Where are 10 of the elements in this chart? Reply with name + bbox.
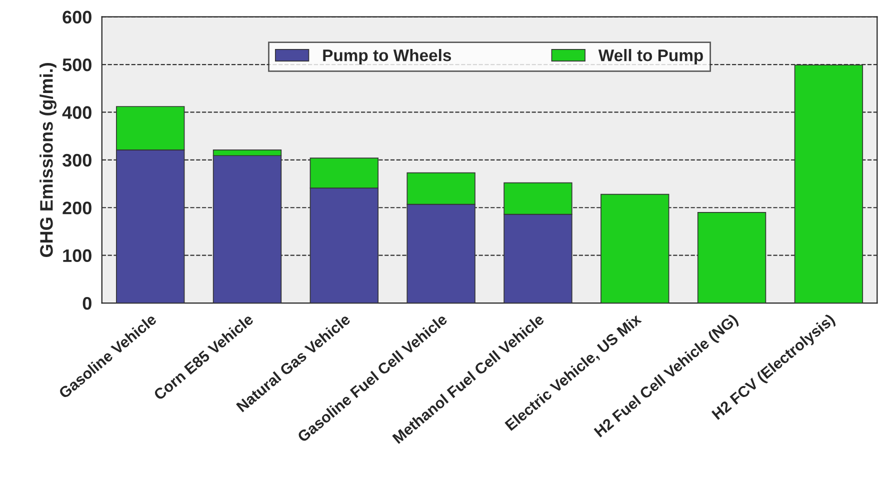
y-tick-label: 400 [62,106,92,119]
y-axis-title: GHG Emissions (g/mi.) [40,63,56,257]
legend-label: Pump to Wheels [323,49,452,65]
y-tick-label: 100 [63,249,92,262]
legend-label: Well to Pump [598,49,703,65]
y-tick-label: 200 [62,202,92,214]
y-tick-label: 500 [62,58,92,72]
y-tick-label: 300 [62,154,92,167]
y-tick-label: 0 [82,296,92,310]
y-tick-label: 600 [62,10,92,24]
